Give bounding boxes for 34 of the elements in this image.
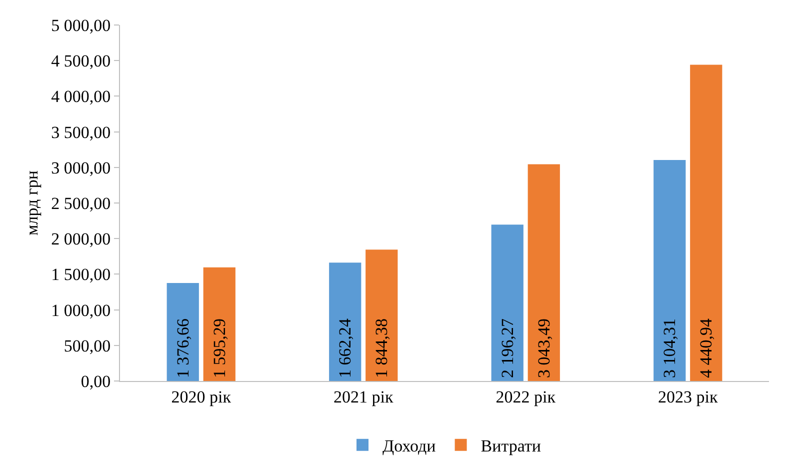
data-label: 1 376,66 <box>173 318 192 378</box>
y-tick-label: 5 000,00 <box>51 16 111 35</box>
bar <box>690 64 722 381</box>
bar <box>203 267 236 381</box>
data-label: 1 844,38 <box>372 318 392 378</box>
y-tick-label: 4 000,00 <box>51 87 111 106</box>
y-tick-label: 1 000,00 <box>51 300 111 320</box>
data-label: 3 043,49 <box>534 318 554 378</box>
bar <box>366 250 398 381</box>
y-tick-label: 3 500,00 <box>51 122 111 142</box>
data-label: 4 440,94 <box>696 318 716 378</box>
y-tick-label: 1 500,00 <box>51 265 111 284</box>
x-tick-label: 2020 рік <box>171 387 232 406</box>
y-axis-title: млрд грн <box>22 170 42 236</box>
x-tick-label: 2021 рік <box>334 387 394 406</box>
y-tick-label: 500,00 <box>64 336 111 356</box>
y-tick-label: 2 000,00 <box>51 230 111 249</box>
legend-label: Витрати <box>480 436 542 456</box>
y-tick-label: 2 500,00 <box>51 194 111 213</box>
data-label: 2 196,27 <box>498 318 517 378</box>
x-tick-label: 2022 рік <box>496 387 556 406</box>
data-label: 1 595,29 <box>210 318 229 378</box>
bar <box>166 282 199 381</box>
legend-label: Доходи <box>382 436 436 456</box>
bar <box>491 224 524 381</box>
bar <box>329 262 362 381</box>
bar <box>528 164 560 381</box>
bar <box>654 160 686 381</box>
x-tick-label: 2023 рік <box>658 387 718 406</box>
y-tick-label: 0,00 <box>80 372 111 391</box>
data-label: 1 662,24 <box>336 318 355 378</box>
y-tick-label: 4 500,00 <box>51 52 111 71</box>
data-label: 3 104,31 <box>660 318 680 378</box>
y-tick-label: 3 000,00 <box>51 158 111 178</box>
